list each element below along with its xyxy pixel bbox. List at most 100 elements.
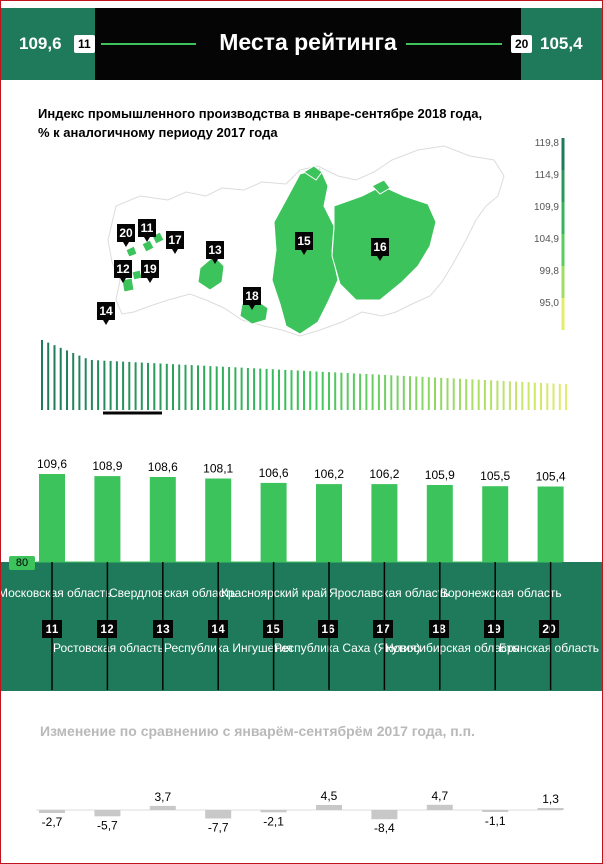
change-value-label: 3,7 [154,790,171,804]
map-marker-pointer [212,259,218,264]
legend-value: 95,0 [540,298,560,309]
change-value-label: -7,7 [208,821,229,835]
map-marker-box [243,287,261,305]
rank-badge: 19 [484,620,504,638]
all-regions-bars [41,340,567,410]
change-bar [426,804,453,810]
region-voronezh [131,269,143,281]
legend-value: 119,8 [535,138,560,149]
change-value-label: 4,5 [321,789,338,803]
change-bar [149,805,176,810]
map-marker-box [166,231,184,249]
map-marker-box [295,232,313,250]
header-right-panel [521,8,602,80]
map-marker-pointer [172,249,178,254]
map-marker-label: 11 [141,221,154,235]
bar [94,476,121,562]
region-label: Новосибирская область [385,641,519,655]
map-marker-pointer [249,305,255,310]
map-marker-pointer [103,320,109,325]
bar-value-label: 108,1 [203,462,233,476]
change-value-label: -5,7 [97,818,118,832]
map-marker-pointer [123,242,129,247]
map-marker-pointer [144,237,150,242]
change-value-label: 4,7 [431,789,448,803]
bar [39,474,65,562]
header: 109,6 11 Места рейтинга 20 105,4 [1,8,602,80]
bar [482,486,509,562]
change-value-label: -2,7 [42,815,63,829]
map-marker-label: 13 [208,243,222,257]
bar [371,484,398,562]
rank-badge: 18 [429,620,449,638]
region-label: Свердловская область [109,586,237,600]
bar-value-label: 105,9 [425,468,455,482]
map-marker-box [206,241,224,259]
map-marker-pointer [120,278,126,283]
chart-subtitle-line2: % к аналогичному периоду 2017 года [38,125,278,140]
region-label: Брянская область [499,641,599,655]
change-bar [39,810,65,813]
bar [149,477,176,562]
header-left-rank: 11 [74,35,95,53]
rank-badge: 20 [539,620,559,638]
legend-value: 114,9 [535,170,560,181]
chart-subtitle-line1: Индекс промышленного производства в янва… [38,106,483,121]
bar [537,486,564,562]
rank-badge: 16 [318,620,338,638]
change-value-label: 1,3 [542,792,559,806]
header-left-value: 109,6 [19,34,62,53]
legend-value: 104,9 [534,234,559,245]
legend-value: 109,9 [534,202,559,213]
map-marker-box [117,224,135,242]
change-bar [260,810,287,813]
change-bar [537,808,564,810]
bar [426,485,453,562]
map-markers: 20 11 17 13 12 19 14 15 16 18 [97,219,389,325]
bar-value-label: 106,6 [259,466,289,480]
region-label: Республика Ингушетия [164,641,293,655]
map-marker-box [141,260,159,278]
map-marker-pointer [377,256,383,261]
bar-value-label: 108,6 [148,460,178,474]
map-marker-label: 19 [143,262,157,276]
region-label: Московская область [0,586,112,600]
page-title: Места рейтинга [219,29,397,55]
main-bar-chart: 109,6 108,9 108,6 108,1 106,6 106,2 106,2 105,9… [36,457,566,690]
map-marker-label: 17 [168,233,182,247]
bar [205,478,232,562]
axis-baseline-label: 80 [9,556,35,570]
bar [260,482,287,562]
change-bar [205,810,232,819]
bar-value-label: 106,2 [314,467,344,481]
map-marker-box [97,302,115,320]
change-value-label: -8,4 [374,821,395,835]
region-label: Воронежская область [440,586,562,600]
legend-value: 99,8 [540,266,560,277]
change-value-label: -2,1 [263,814,284,828]
map-marker-pointer [301,250,307,255]
region-label: Ярославская область [329,586,450,600]
header-right-rank: 20 [511,35,533,53]
map-marker-box [114,260,132,278]
change-chart-title: Изменение по сравнению с январём-сентябр… [40,723,475,739]
header-left-line [101,43,196,45]
bar [316,484,342,562]
region-bryansk [125,245,138,258]
change-bar-chart: -2,7 -5,7 3,7 -7,7 -2,1 4,5 -8,4 4,7 -1,1 1,3 [36,789,564,835]
change-bar [371,810,398,820]
map-marker-pointer [147,278,153,283]
change-bar [316,805,342,810]
map-marker-label: 20 [119,226,133,240]
bar-value-label: 109,6 [37,457,67,471]
header-right-line [406,43,502,45]
bar-value-label: 106,2 [369,467,399,481]
region-arctic-islands [303,165,391,195]
rank-badge: 17 [373,620,393,638]
header-right-value: 105,4 [540,34,583,53]
bar-value-label: 105,5 [480,469,510,483]
map-marker-label: 15 [297,234,311,248]
map-marker-box [371,238,389,256]
color-legend: 119,8 114,9 109,9 104,9 99,8 95,0 [534,138,565,330]
